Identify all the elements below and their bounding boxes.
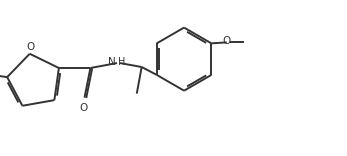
Text: N: N — [108, 57, 116, 67]
Text: O: O — [223, 36, 231, 46]
Text: O: O — [27, 42, 35, 52]
Text: O: O — [79, 102, 88, 112]
Text: H: H — [118, 57, 125, 67]
